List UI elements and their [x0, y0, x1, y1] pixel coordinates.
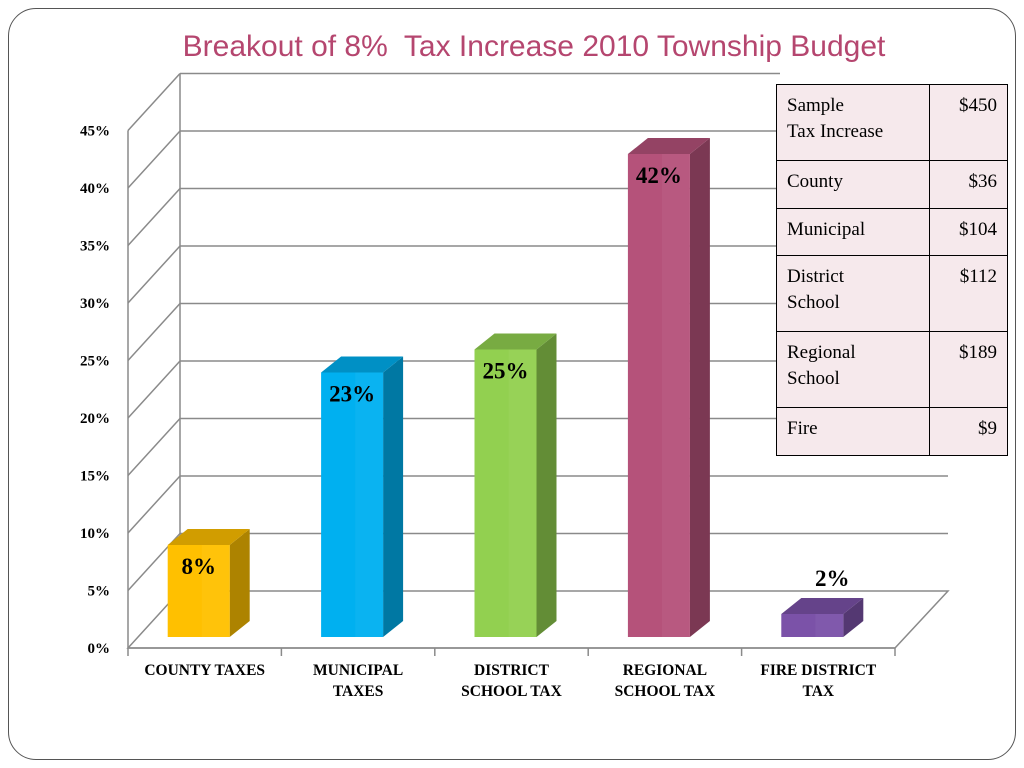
- table-row: District School $112: [776, 255, 1008, 333]
- row-label: Fire: [776, 407, 930, 456]
- y-tick-label: 25%: [80, 354, 110, 370]
- y-tick-label: 30%: [80, 296, 110, 312]
- bar-3: 25%: [474, 333, 557, 637]
- bar-top: [474, 333, 557, 350]
- y-tick-label: 35%: [80, 239, 110, 255]
- y-axis: 0% 5% 10% 15% 20% 25% 30% 35% 40% 45%: [80, 124, 110, 658]
- bar-highlight: [662, 154, 690, 637]
- bar-4: 42%: [627, 138, 710, 637]
- category-label: FIRE DISTRICT TAX: [760, 662, 877, 700]
- table-row: Fire $9: [776, 407, 1008, 456]
- data-label: 8%: [181, 554, 216, 579]
- row-label: Municipal: [776, 207, 930, 257]
- x-axis: COUNTY TAXES MUNICIPAL TAXES DISTRICT SCHOOL…: [144, 662, 877, 700]
- y-tick-label: 10%: [80, 526, 110, 542]
- bar-side: [843, 598, 864, 637]
- gridline-side: [127, 360, 181, 419]
- bar-layer: 8% 23% 25% 42% 2%: [167, 138, 864, 637]
- row-label: Regional School: [776, 331, 930, 409]
- category-label: MUNICIPAL TAXES: [313, 662, 403, 700]
- bar-highlight: [355, 372, 384, 637]
- data-label: 2%: [815, 566, 850, 591]
- row-amount: $112: [929, 255, 1008, 333]
- row-amount: $450: [929, 83, 1008, 162]
- bar-top: [627, 138, 710, 154]
- bar-highlight: [815, 614, 844, 637]
- bar-5: 2%: [781, 566, 864, 637]
- y-tick-label: 45%: [80, 124, 110, 140]
- grid-layer: [126, 72, 950, 656]
- row-amount: $9: [929, 407, 1008, 456]
- y-tick-label: 40%: [80, 181, 110, 197]
- table-row: Regional School $189: [776, 331, 1008, 409]
- row-label: County: [776, 160, 930, 209]
- tax-increase-table: Sample Tax Increase $450 County $36 Municipal…: [776, 83, 1008, 456]
- data-label: 25%: [483, 359, 529, 384]
- chart-title: Breakout of 8% Tax Increase 2010 Townshi…: [182, 30, 886, 63]
- y-tick-label: 15%: [80, 469, 110, 485]
- bar-side: [229, 529, 250, 637]
- bar-top: [781, 598, 864, 614]
- bar-2: 23%: [321, 356, 404, 637]
- category-label: REGIONAL SCHOOL TAX: [615, 662, 716, 700]
- category-label: COUNTY TAXES: [144, 662, 265, 679]
- bar-side: [689, 138, 710, 637]
- bar-highlight: [201, 545, 230, 637]
- table-row: Municipal $104: [776, 207, 1008, 257]
- data-label: 23%: [329, 382, 375, 407]
- bar-1: 8%: [167, 529, 250, 637]
- row-amount: $104: [929, 207, 1008, 257]
- bar-top: [167, 529, 250, 545]
- y-tick-label: 0%: [88, 641, 111, 657]
- y-tick-label: 20%: [80, 411, 110, 427]
- gridline-side: [127, 245, 181, 304]
- bar-highlight: [508, 349, 537, 637]
- gridline-side: [127, 302, 181, 362]
- category-label: DISTRICT SCHOOL TAX: [461, 662, 562, 700]
- gridline-side: [127, 475, 181, 534]
- table-row: Sample Tax Increase $450: [776, 83, 1008, 162]
- row-amount: $36: [929, 160, 1008, 209]
- gridline-side: [127, 72, 181, 132]
- bar-side: [536, 333, 557, 637]
- bar-top: [321, 356, 404, 373]
- gridline-side: [127, 417, 181, 477]
- row-label: Sample Tax Increase: [776, 83, 930, 162]
- row-label: District School: [776, 255, 930, 333]
- gridline-side: [127, 130, 181, 189]
- y-tick-label: 5%: [88, 584, 111, 600]
- data-label: 42%: [636, 163, 682, 188]
- bar-side: [383, 356, 404, 637]
- row-amount: $189: [929, 331, 1008, 409]
- gridline-side: [127, 187, 181, 247]
- table-row: County $36: [776, 160, 1008, 209]
